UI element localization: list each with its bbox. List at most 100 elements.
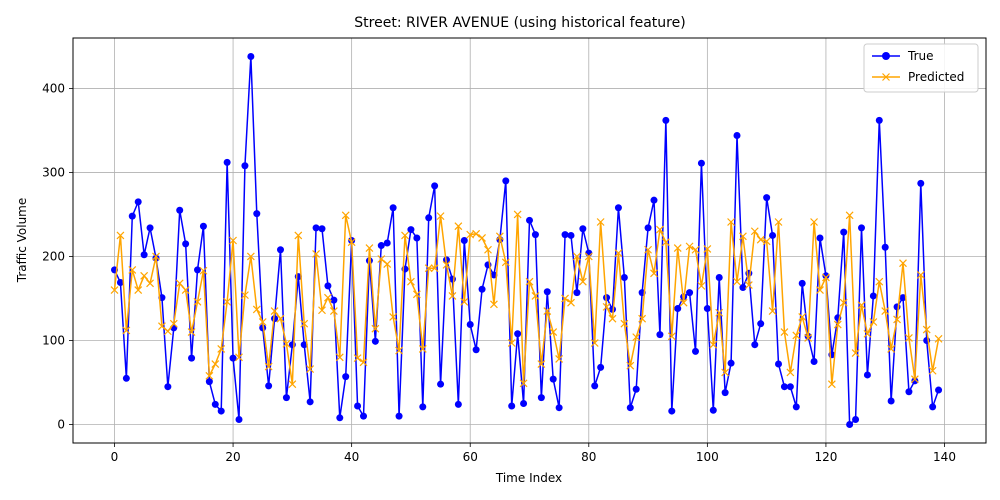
data-point-predicted <box>146 279 154 288</box>
data-point-predicted <box>573 252 581 261</box>
data-point-true <box>194 266 201 274</box>
data-point-predicted <box>110 286 119 294</box>
data-point-predicted <box>140 271 149 280</box>
data-point-true <box>140 251 148 259</box>
chart-title: Street: RIVER AVENUE (using historical f… <box>354 15 685 31</box>
data-point-predicted <box>780 328 789 337</box>
data-point-predicted <box>371 324 380 333</box>
data-point-true <box>632 385 640 393</box>
data-point-predicted <box>116 231 125 240</box>
data-point-true <box>822 272 830 280</box>
data-point-true <box>668 407 676 415</box>
data-point-predicted <box>691 245 700 254</box>
x-tick-label: 40 <box>344 450 359 464</box>
data-point-predicted <box>318 306 326 315</box>
data-point-predicted <box>270 307 279 316</box>
data-point-predicted <box>478 234 486 242</box>
data-point-true <box>674 305 682 313</box>
data-point-predicted <box>620 319 629 328</box>
data-point-predicted <box>531 292 540 300</box>
series-true <box>111 52 943 429</box>
data-point-predicted <box>158 322 166 331</box>
data-point-true <box>336 414 344 422</box>
data-point-predicted <box>424 264 433 273</box>
data-point-predicted <box>774 218 783 226</box>
series-layer <box>110 52 943 429</box>
data-point-predicted <box>881 307 890 316</box>
data-point-predicted <box>916 271 925 279</box>
data-point-predicted <box>893 315 901 324</box>
data-point-true <box>300 341 308 349</box>
data-point-predicted <box>175 279 184 288</box>
data-point-true <box>318 225 326 233</box>
data-point-true <box>780 383 788 391</box>
data-point-predicted <box>644 245 652 254</box>
data-point-predicted <box>875 277 884 286</box>
data-point-true <box>650 196 658 204</box>
data-point-predicted <box>537 360 546 368</box>
data-point-predicted <box>887 344 896 353</box>
data-point-true <box>727 359 735 367</box>
data-point-predicted <box>756 235 765 244</box>
data-point-predicted <box>650 269 658 278</box>
data-point-true <box>199 222 207 230</box>
data-point-predicted <box>199 266 208 275</box>
data-point-predicted <box>513 210 522 219</box>
data-point-predicted <box>934 334 943 343</box>
data-point-true <box>342 373 350 381</box>
data-point-predicted <box>733 277 741 286</box>
data-point-true <box>887 397 895 405</box>
data-point-true <box>478 285 486 293</box>
data-point-true <box>146 224 154 232</box>
data-point-predicted <box>816 286 824 294</box>
data-point-predicted <box>205 371 214 380</box>
data-point-predicted <box>258 318 267 326</box>
data-point-true <box>751 341 759 349</box>
data-point-predicted <box>703 244 712 253</box>
data-point-true <box>721 389 729 397</box>
data-point-predicted <box>252 305 261 314</box>
y-tick-label: 0 <box>57 418 65 432</box>
data-point-predicted <box>922 325 931 334</box>
data-point-predicted <box>365 244 374 252</box>
data-point-predicted <box>827 380 836 389</box>
data-point-predicted <box>519 379 528 388</box>
data-point-predicted <box>288 380 297 389</box>
legend-marker-true <box>882 52 890 60</box>
data-point-predicted <box>910 375 919 384</box>
data-point-true <box>763 194 771 202</box>
data-point-true <box>265 382 273 390</box>
data-point-predicted <box>851 349 860 358</box>
data-point-true <box>579 225 587 233</box>
data-point-predicted <box>549 328 558 337</box>
data-point-predicted <box>667 332 676 341</box>
data-point-true <box>176 206 184 214</box>
data-point-true <box>425 214 433 222</box>
x-tick-label: 80 <box>581 450 596 464</box>
data-point-true <box>306 398 314 406</box>
data-point-true <box>816 234 824 242</box>
data-point-predicted <box>744 281 753 289</box>
data-point-true <box>253 210 261 218</box>
data-point-true <box>686 289 694 297</box>
data-point-true <box>775 360 782 368</box>
data-point-true <box>235 415 243 423</box>
data-point-true <box>383 239 391 247</box>
data-point-true <box>715 273 723 281</box>
data-point-true <box>703 305 711 313</box>
data-point-predicted <box>578 277 587 286</box>
data-point-predicted <box>407 277 415 286</box>
data-point-predicted <box>223 297 232 306</box>
data-point-true <box>371 337 379 345</box>
y-axis-title: Traffic Volume <box>15 198 29 284</box>
data-point-predicted <box>324 293 332 302</box>
data-point-true <box>692 347 699 355</box>
data-point-true <box>875 116 883 124</box>
data-point-predicted <box>193 297 202 306</box>
data-point-true <box>188 354 196 362</box>
data-point-true <box>792 403 800 411</box>
data-point-predicted <box>638 314 647 323</box>
data-point-predicted <box>555 355 564 363</box>
data-point-true <box>164 383 172 391</box>
